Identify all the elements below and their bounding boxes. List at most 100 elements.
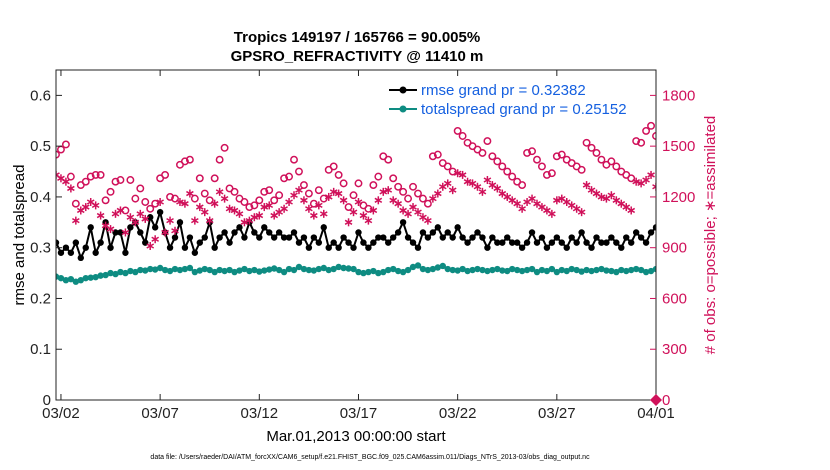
point-possible-obs [190,194,199,203]
point-rmse [151,224,159,231]
x-tick-label: 03/07 [141,405,179,422]
point-possible-obs [121,206,130,215]
y-right-tick-label: 0 [662,392,670,409]
point-possible-obs [627,174,636,183]
point-totalspread [518,267,526,275]
point-totalspread [459,265,466,273]
point-totalspread [385,266,392,274]
point-rmse [404,234,412,241]
point-assimilated-obs [255,211,264,220]
point-totalspread [394,267,402,275]
y-right-tick-label: 300 [662,341,687,358]
point-possible-obs [423,199,432,208]
point-totalspread [454,267,461,274]
point-totalspread [628,266,635,274]
chart-title-line2: GPSRO_REFRACTIVITY @ 11410 m [231,48,484,65]
point-possible-obs [200,189,209,198]
point-assimilated-obs [280,204,288,213]
point-totalspread [593,266,600,274]
point-totalspread [578,268,585,275]
point-assimilated-obs [582,181,591,190]
point-rmse [122,249,129,256]
point-totalspread [256,268,263,275]
point-rmse [553,234,561,241]
point-possible-obs [389,174,398,183]
point-assimilated-obs [146,242,155,250]
point-assimilated-obs [379,187,388,196]
point-rmse [97,239,104,246]
point-rmse [147,214,154,221]
point-rmse [340,234,347,241]
point-assimilated-obs [513,199,521,208]
point-possible-obs [483,137,492,146]
point-possible-obs [518,181,527,190]
point-possible-obs [493,157,502,166]
point-assimilated-obs [300,196,308,205]
point-totalspread [82,274,89,282]
point-rmse [439,234,446,241]
x-axis-label: Mar.01,2013 00:00:00 start [266,428,446,445]
point-assimilated-obs [409,203,417,212]
point-rmse [127,224,134,231]
point-rmse [305,244,313,251]
point-rmse [508,239,516,246]
point-rmse [414,244,422,251]
point-rmse [528,229,536,236]
point-possible-obs [220,143,229,152]
point-assimilated-obs [290,191,298,200]
point-totalspread [171,265,179,273]
point-assimilated-obs [205,216,214,225]
point-totalspread [236,267,243,274]
point-totalspread [211,268,218,276]
point-totalspread [439,262,446,270]
point-rmse [275,229,283,236]
point-possible-obs [180,157,189,166]
point-rmse [424,234,432,241]
point-totalspread [231,268,238,276]
point-rmse [419,229,427,236]
point-rmse [221,229,228,236]
point-totalspread [142,267,149,274]
point-rmse [285,234,293,241]
point-assimilated-obs [200,208,209,217]
point-rmse [320,224,327,231]
point-rmse [360,239,367,246]
y-left-tick-label: 0.6 [30,87,51,104]
point-rmse [429,229,437,236]
point-possible-obs [597,155,606,164]
point-totalspread [399,268,407,276]
point-totalspread [345,265,352,272]
point-assimilated-obs [285,198,293,206]
point-totalspread [201,265,208,273]
point-possible-obs [126,176,135,184]
point-possible-obs [587,143,596,152]
point-possible-obs [290,155,298,164]
point-possible-obs [414,189,422,198]
point-assimilated-obs [265,201,274,210]
point-possible-obs [453,126,462,135]
point-possible-obs [394,182,403,191]
point-possible-obs [314,186,323,195]
point-rmse [196,239,204,246]
point-rmse [434,224,442,231]
y-left-tick-label: 0.3 [30,240,51,257]
point-totalspread [221,267,228,275]
point-totalspread [335,263,342,271]
point-possible-obs [91,170,100,179]
point-assimilated-obs [195,203,204,212]
point-possible-obs [498,162,507,171]
chart-title-line1: Tropics 149197 / 165766 = 90.005% [234,29,480,46]
point-assimilated-obs [186,189,194,198]
point-possible-obs [428,152,437,161]
point-rmse [365,244,372,251]
point-rmse [176,219,184,226]
point-totalspread [87,274,94,281]
point-totalspread [558,266,565,274]
point-possible-obs [557,150,566,159]
point-assimilated-obs [339,196,348,205]
point-totalspread [310,267,318,274]
point-totalspread [280,268,288,276]
point-totalspread [151,266,159,273]
point-totalspread [469,266,476,274]
point-totalspread [499,267,506,274]
